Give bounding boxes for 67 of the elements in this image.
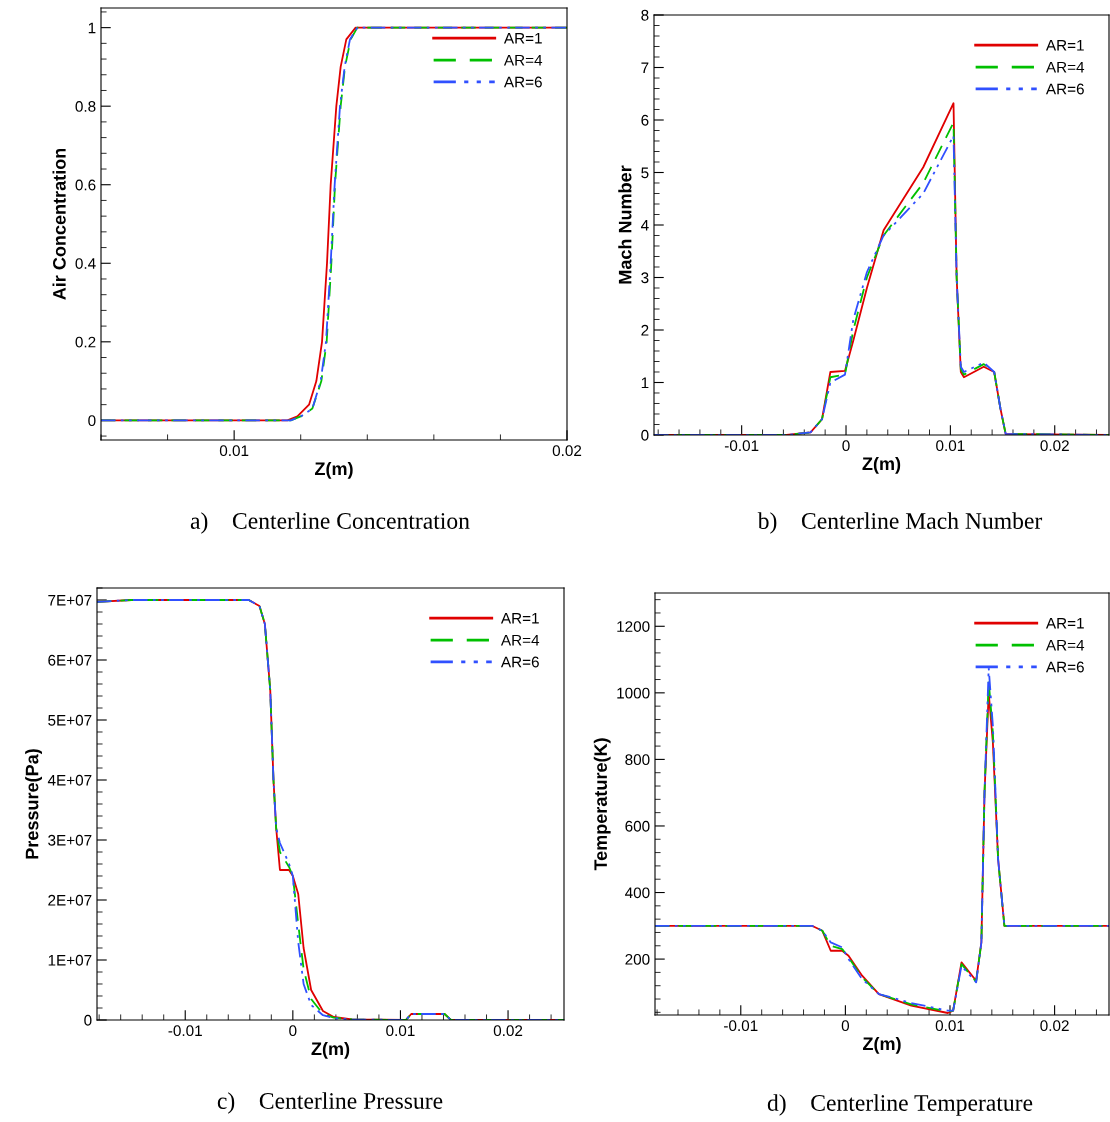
line-series xyxy=(101,26,567,422)
y-axis-title: Mach Number xyxy=(618,165,632,284)
x-axis-title: Z(m) xyxy=(314,461,353,479)
legend-label: AR=4 xyxy=(500,634,540,646)
legend-label: AR=4 xyxy=(503,54,543,66)
y-tick-label: 3E+07 xyxy=(48,834,92,846)
y-tick-label: 6E+07 xyxy=(48,654,92,666)
legend-label: AR=4 xyxy=(1045,639,1085,651)
y-tick-label: 8 xyxy=(641,9,649,21)
y-tick-label: 0.6 xyxy=(75,179,96,191)
x-tick-label: 0.02 xyxy=(1040,1020,1069,1032)
legend-label: AR=4 xyxy=(1045,61,1085,73)
y-tick-label: 1000 xyxy=(617,687,650,699)
y-tick-label: 1 xyxy=(641,377,649,389)
y-tick-label: 4 xyxy=(640,220,649,231)
y-tick-label: 200 xyxy=(625,953,650,965)
y-tick-label: 2 xyxy=(641,324,649,336)
y-tick-label: 6 xyxy=(641,114,649,126)
text: b) Centerline Mach Number xyxy=(757,512,1043,534)
y-tick-label: 5 xyxy=(641,167,649,179)
legend-label: AR=6 xyxy=(503,76,542,88)
y-axis-title: Pressure(Pa) xyxy=(25,749,42,859)
x-tick-label: -0.01 xyxy=(168,1025,202,1037)
x-axis-title: Z(m) xyxy=(862,1036,901,1054)
x-tick-label: 0.02 xyxy=(552,445,582,457)
y-axis-title: Air Concentration xyxy=(52,148,66,300)
x-tick-label: 0.01 xyxy=(219,445,249,457)
x-tick-label: -0.01 xyxy=(724,440,759,452)
y-tick-label: 0 xyxy=(641,429,649,441)
x-tick-label: 0 xyxy=(289,1025,297,1037)
y-tick-label: 4E+07 xyxy=(47,774,92,786)
legend-label: AR=1 xyxy=(503,33,542,44)
legend-label: AR=1 xyxy=(1045,40,1084,51)
legend-label: AR=1 xyxy=(1045,618,1084,629)
x-tick-label: 0 xyxy=(841,1020,850,1032)
legend-label: AR=6 xyxy=(1045,661,1084,673)
legend-label: AR=6 xyxy=(500,656,539,668)
text: d) Centerline Temperature xyxy=(767,1094,1033,1116)
x-tick-label: 0.01 xyxy=(936,440,965,452)
x-tick-label: 0.01 xyxy=(386,1025,415,1037)
x-axis-title: Z(m) xyxy=(311,1041,350,1059)
y-tick-label: 5E+07 xyxy=(48,714,92,726)
y-axis-title: Temperature(K) xyxy=(593,738,611,871)
y-tick-label: 1 xyxy=(88,22,96,34)
x-tick-label: -0.01 xyxy=(724,1020,758,1032)
y-tick-label: 1E+07 xyxy=(48,954,92,966)
text: a) Centerline Concentration xyxy=(190,512,470,534)
y-tick-label: 7 xyxy=(641,62,649,74)
y-tick-label: 3 xyxy=(641,272,649,284)
x-axis-title: Z(m) xyxy=(862,456,901,474)
x-tick-label: 0 xyxy=(842,440,850,452)
x-tick-label: 0.02 xyxy=(1040,440,1069,452)
x-tick-label: 0.01 xyxy=(935,1020,965,1032)
y-tick-label: 0.8 xyxy=(75,101,96,112)
y-tick-label: 800 xyxy=(625,754,650,766)
y-tick-label: 0.2 xyxy=(75,336,96,348)
x-tick-label: 0.02 xyxy=(493,1025,523,1037)
y-tick-label: 0 xyxy=(88,415,96,427)
y-tick-label: 7E+07 xyxy=(48,594,92,606)
y-tick-label: 0.4 xyxy=(75,258,96,269)
legend-label: AR=1 xyxy=(500,613,539,624)
y-tick-label: 2E+07 xyxy=(48,894,92,906)
y-tick-label: 1200 xyxy=(617,621,650,632)
legend-label: AR=6 xyxy=(1045,83,1084,95)
text: c) Centerline Pressure xyxy=(217,1092,443,1114)
y-tick-label: 400 xyxy=(625,887,650,899)
y-tick-label: 600 xyxy=(625,820,650,832)
